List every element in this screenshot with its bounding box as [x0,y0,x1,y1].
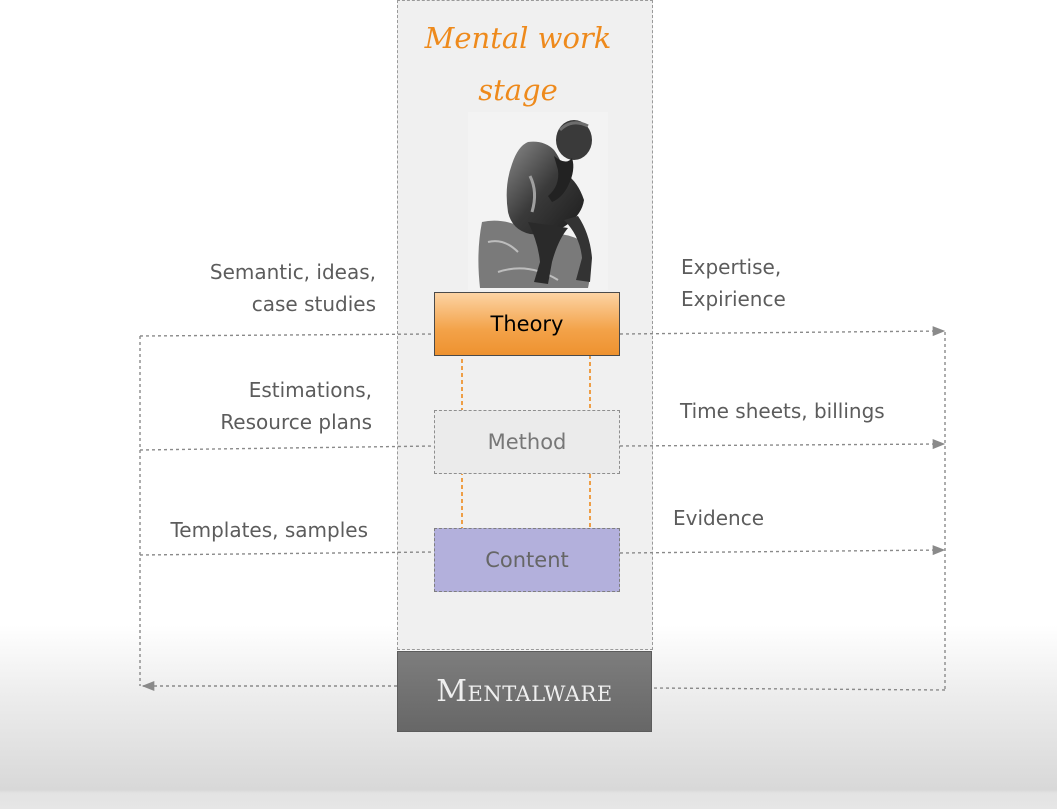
mentalware-block: Mentalware [397,651,652,732]
mentalware-label: Mentalware [436,674,613,709]
output-method-arrow [619,439,946,450]
thinker-statue-image [468,112,608,290]
output-theory-arrow [619,326,946,337]
output-method-label: Time sheets, billings [680,399,885,423]
input-content-label: Templates, samples [170,518,368,542]
output-content-label: Evidence [673,506,765,530]
input-method-label: Estimations, Resource plans [220,378,372,434]
stage-title: Mental work stage [424,21,612,107]
theory-box: Theory [434,292,620,356]
output-theory-label: Expertise, Expirience [681,255,786,311]
input-theory-label: Semantic, ideas, case studies [209,260,376,316]
input-theory-line [139,333,435,337]
theory-label: Theory [490,312,564,336]
input-content-line [139,551,435,556]
feedback-bottom-right-line [651,687,946,691]
content-label: Content [485,548,569,572]
input-method-line [139,445,435,451]
method-label: Method [487,430,567,454]
method-box: Method [434,410,620,474]
output-content-arrow [619,545,946,556]
content-box: Content [434,528,620,592]
